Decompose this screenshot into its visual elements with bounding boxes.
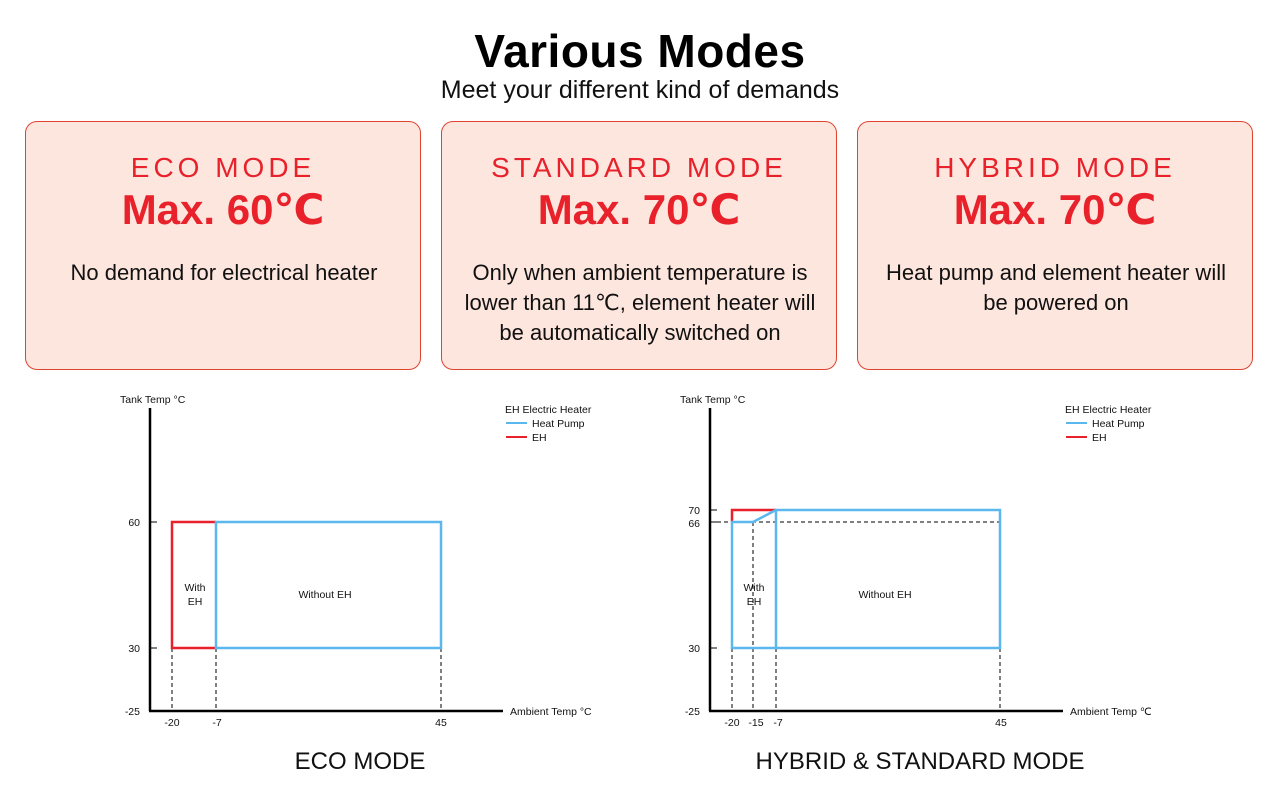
y-tick-label: -25 [125, 706, 140, 718]
card-description: Heat pump and element heater will be pow… [886, 260, 1226, 315]
with-eh-label: EH [188, 596, 203, 608]
without-eh-label: Without EH [298, 589, 351, 601]
y-axis-title: Tank Temp °C [680, 394, 746, 406]
hybrid-mode-card: HYBRID MODE Max. 70℃ Heat pump and eleme… [857, 121, 1253, 370]
hybrid-standard-chart-caption: HYBRID & STANDARD MODE [755, 748, 1085, 775]
legend-eh-label: EH [532, 432, 547, 444]
legend-title: EH Electric Heater [505, 404, 592, 416]
page-subtitle: Meet your different kind of demands [440, 76, 840, 104]
standard-mode-card: STANDARD MODE Max. 70℃ Only when ambient… [441, 121, 837, 370]
heat-pump-left-outline [730, 508, 777, 650]
eco-mode-diagram: Tank Temp °C Ambient Temp °C 60 30 -25 -… [100, 390, 620, 730]
x-tick-label: -20 [724, 717, 739, 729]
legend-heat-pump-label: Heat Pump [1092, 418, 1145, 430]
with-eh-label: EH [747, 596, 762, 608]
page-title: Various Modes [474, 25, 806, 77]
card-mode-name: STANDARD MODE [491, 152, 787, 183]
card-max-temp: Max. 60℃ [121, 186, 325, 233]
with-eh-label: With [185, 582, 206, 594]
eco-chart-caption: ECO MODE [294, 748, 426, 775]
x-axis-title: Ambient Temp ℃ [1070, 706, 1152, 718]
eh-region-outline [170, 520, 216, 650]
legend-title: EH Electric Heater [1065, 404, 1152, 416]
card-max-temp: Max. 70℃ [537, 186, 741, 233]
y-tick-label: -25 [685, 706, 700, 718]
card-description: Only when ambient temperature is lower t… [464, 260, 816, 345]
without-eh-label: Without EH [858, 589, 911, 601]
legend-heat-pump-label: Heat Pump [532, 418, 585, 430]
hybrid-standard-diagram-svg: Tank Temp °C Ambient Temp ℃ 70 66 30 -25… [680, 394, 1152, 729]
x-tick-label: 45 [995, 717, 1007, 729]
x-tick-label: 45 [435, 717, 447, 729]
card-mode-name: ECO MODE [130, 152, 316, 183]
hybrid-standard-mode-diagram: Tank Temp °C Ambient Temp ℃ 70 66 30 -25… [660, 390, 1180, 730]
card-mode-name: HYBRID MODE [934, 152, 1176, 183]
eh-region-outline [730, 508, 776, 522]
y-tick-label: 30 [128, 643, 140, 655]
card-description: No demand for electrical heater [70, 260, 378, 285]
x-tick-label: -7 [212, 717, 221, 729]
y-axis-title: Tank Temp °C [120, 394, 186, 406]
with-eh-label: With [744, 582, 765, 594]
y-tick-label: 60 [128, 517, 140, 529]
y-tick-label: 66 [688, 518, 700, 530]
x-axis-title: Ambient Temp °C [510, 706, 592, 718]
x-tick-label: -20 [164, 717, 179, 729]
legend-eh-label: EH [1092, 432, 1107, 444]
y-tick-label: 30 [688, 643, 700, 655]
x-tick-label: -7 [773, 717, 782, 729]
heat-pump-region-outline [214, 520, 443, 650]
eco-mode-card: ECO MODE Max. 60℃ No demand for electric… [25, 121, 421, 370]
y-tick-label: 70 [688, 505, 700, 517]
heat-pump-region-outline [774, 508, 1002, 650]
x-tick-label: -15 [748, 717, 763, 729]
card-max-temp: Max. 70℃ [953, 186, 1157, 233]
eco-mode-diagram-svg: Tank Temp °C Ambient Temp °C 60 30 -25 -… [120, 394, 592, 729]
